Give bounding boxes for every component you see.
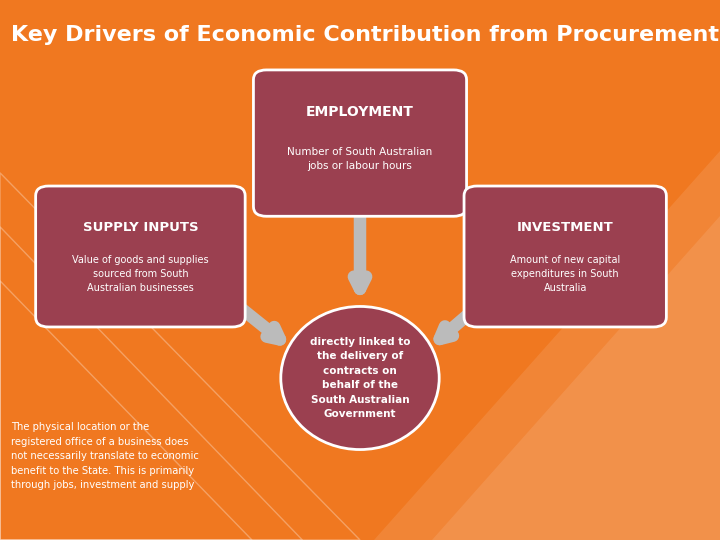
Text: INVESTMENT: INVESTMENT (517, 221, 613, 234)
Polygon shape (374, 151, 720, 540)
Text: Amount of new capital
expenditures in South
Australia: Amount of new capital expenditures in So… (510, 255, 621, 293)
Text: SUPPLY INPUTS: SUPPLY INPUTS (83, 221, 198, 234)
Text: The physical location or the
registered office of a business does
not necessaril: The physical location or the registered … (11, 422, 199, 490)
Text: EMPLOYMENT: EMPLOYMENT (306, 105, 414, 119)
Text: Key Drivers of Economic Contribution from Procurement: Key Drivers of Economic Contribution fro… (11, 25, 719, 45)
Text: Value of goods and supplies
sourced from South
Australian businesses: Value of goods and supplies sourced from… (72, 255, 209, 293)
Ellipse shape (281, 306, 439, 449)
Text: Number of South Australian
jobs or labour hours: Number of South Australian jobs or labou… (287, 147, 433, 171)
FancyBboxPatch shape (253, 70, 467, 217)
FancyBboxPatch shape (36, 186, 245, 327)
Polygon shape (432, 216, 720, 540)
FancyBboxPatch shape (464, 186, 667, 327)
Text: directly linked to
the delivery of
contracts on
behalf of the
South Australian
G: directly linked to the delivery of contr… (310, 337, 410, 419)
